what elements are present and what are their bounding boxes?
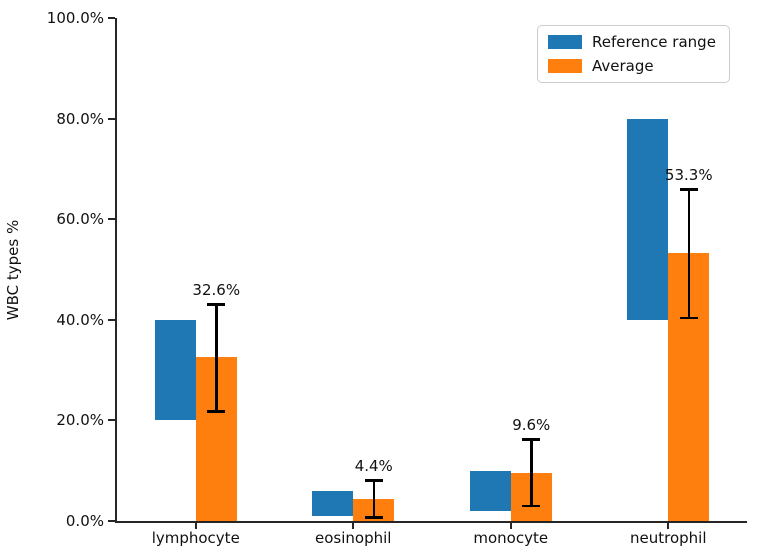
error-cap-top-lymphocyte xyxy=(207,303,226,306)
x-tick-mark xyxy=(352,523,355,529)
value-label-lymphocyte: 32.6% xyxy=(192,281,241,300)
y-tick-mark xyxy=(108,520,115,522)
legend-label-reference-range: Reference range xyxy=(592,33,716,51)
x-tick-label-neutrophil: neutrophil xyxy=(629,529,707,547)
bar-reference-range-lymphocyte xyxy=(154,319,196,421)
legend-label-average: Average xyxy=(592,57,654,75)
error-cap-bottom-lymphocyte xyxy=(207,410,226,413)
error-cap-top-neutrophil xyxy=(679,188,698,191)
error-bar-eosinophil xyxy=(372,480,375,518)
y-tick-label: 80.0% xyxy=(56,109,104,128)
y-tick-label: 40.0% xyxy=(56,310,104,329)
error-bar-monocyte xyxy=(530,439,533,507)
y-tick-mark xyxy=(108,419,115,422)
y-tick-label: 20.0% xyxy=(56,411,104,430)
y-tick-mark xyxy=(108,17,115,19)
y-tick-label: 0.0% xyxy=(65,512,104,530)
error-cap-bottom-neutrophil xyxy=(679,316,698,320)
y-tick-mark xyxy=(108,318,115,321)
legend-swatch-reference-range xyxy=(548,35,582,49)
error-bar-neutrophil xyxy=(687,189,690,319)
y-tick-label: 100.0% xyxy=(46,9,104,27)
x-tick-label-eosinophil: eosinophil xyxy=(315,529,392,547)
value-label-eosinophil: 4.4% xyxy=(354,457,393,476)
y-tick-mark xyxy=(108,218,115,221)
error-cap-top-eosinophil xyxy=(364,479,383,482)
value-label-neutrophil: 53.3% xyxy=(664,166,713,185)
error-cap-top-monocyte xyxy=(522,438,541,441)
y-axis-title: WBC types % xyxy=(4,219,22,321)
bar-reference-range-monocyte xyxy=(469,470,511,511)
plot-area: 32.6% 4.4% 9.6% 53.3% xyxy=(115,18,747,523)
error-bar-lymphocyte xyxy=(215,304,218,412)
legend: Reference range Average xyxy=(537,25,730,83)
y-tick-mark xyxy=(108,117,115,120)
x-tick-label-lymphocyte: lymphocyte xyxy=(151,529,240,547)
value-label-monocyte: 9.6% xyxy=(512,416,551,434)
legend-swatch-average xyxy=(548,59,582,73)
bar-reference-range-eosinophil xyxy=(312,490,354,516)
error-cap-bottom-monocyte xyxy=(522,504,541,508)
legend-item-average: Average xyxy=(548,57,716,75)
x-tick-mark xyxy=(194,523,197,529)
legend-item-reference-range: Reference range xyxy=(548,33,716,51)
x-tick-mark xyxy=(667,523,670,529)
bar-reference-range-neutrophil xyxy=(627,118,669,320)
x-tick-mark xyxy=(509,523,512,529)
x-tick-label-monocyte: monocyte xyxy=(473,529,549,547)
y-tick-label: 60.0% xyxy=(56,210,104,229)
error-cap-bottom-eosinophil xyxy=(364,516,383,519)
